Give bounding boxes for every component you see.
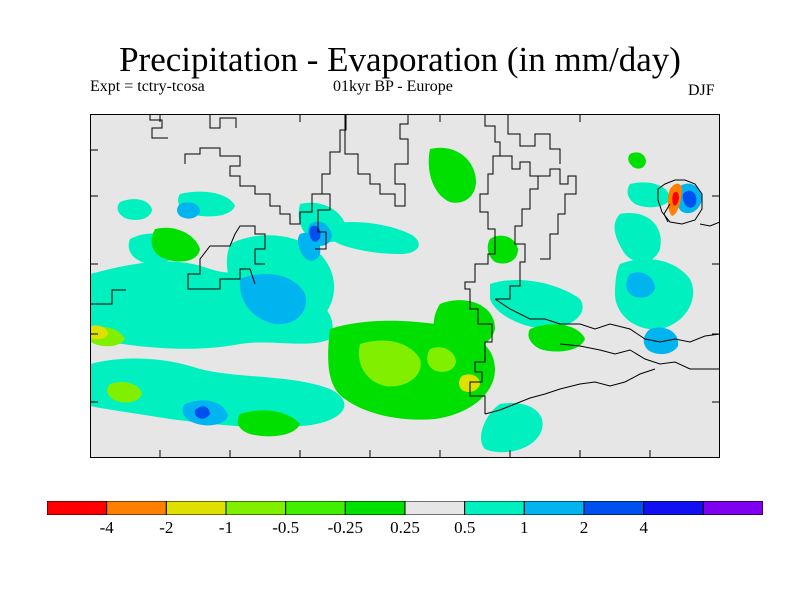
coastlines <box>90 114 720 415</box>
legend-swatch <box>47 501 108 515</box>
legend-swatch <box>464 501 525 515</box>
color-legend <box>47 501 763 515</box>
period-region-label: 01kyr BP - Europe <box>333 78 453 95</box>
season-label: DJF <box>688 82 715 99</box>
experiment-label: Expt = tctry-tcosa <box>90 78 205 95</box>
europe-pe-map <box>90 114 720 458</box>
legend-swatch <box>702 501 763 515</box>
legend-tick-label: -4 <box>99 518 114 537</box>
legend-swatch <box>225 501 287 515</box>
legend-swatch <box>165 501 227 515</box>
legend-swatch <box>344 501 406 515</box>
legend-tick-label: 2 <box>579 518 589 537</box>
legend-tick-label: -1 <box>218 518 234 537</box>
legend-swatch <box>643 501 704 515</box>
legend-tick-label: 0.25 <box>390 518 420 537</box>
legend-tick-label: -2 <box>159 518 174 537</box>
legend-swatch <box>583 501 645 515</box>
axis-ticks <box>90 114 720 458</box>
legend-tick-label: 4 <box>639 518 648 537</box>
legend-tick-label: 0.5 <box>454 518 476 537</box>
legend-tick-label: 1 <box>520 518 529 537</box>
map-title: Precipitation - Evaporation (in mm/day) <box>119 40 681 79</box>
map-frame <box>90 114 720 458</box>
legend-swatch <box>404 501 466 515</box>
legend-swatch <box>106 501 167 515</box>
shaded-field <box>90 147 702 453</box>
legend-tick-label: -0.25 <box>327 518 364 537</box>
legend-swatch <box>523 501 585 515</box>
legend-tick-label: -0.5 <box>272 518 300 537</box>
legend-swatch <box>285 501 346 515</box>
